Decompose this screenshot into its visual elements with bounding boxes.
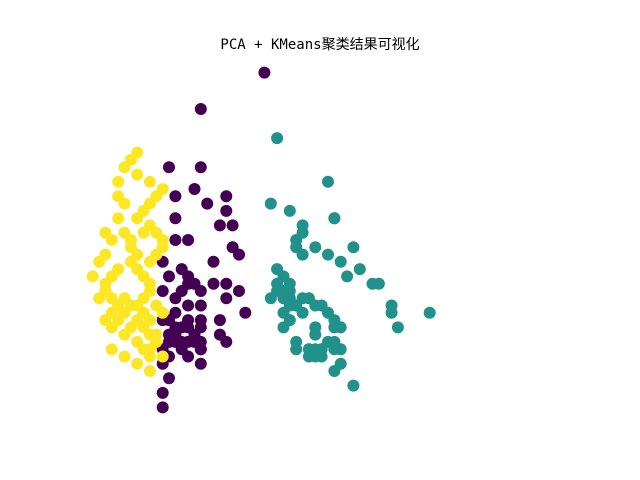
cluster-2-point-53: [99, 314, 112, 327]
cluster-1-point-54: [341, 270, 354, 283]
cluster-0-point-39: [213, 314, 226, 327]
cluster-2-point-61: [150, 299, 163, 312]
cluster-2-point-69: [150, 335, 163, 348]
cluster-1-point-29: [264, 292, 277, 305]
cluster-0-point-4: [188, 183, 201, 195]
cluster-1-point-53: [423, 306, 436, 319]
cluster-0-point-60: [194, 343, 207, 356]
cluster-2-point-67: [105, 343, 118, 356]
cluster-2-point-22: [131, 263, 144, 276]
cluster-1-point-31: [309, 299, 322, 312]
cluster-0-point-59: [163, 372, 175, 385]
cluster-2-point-29: [137, 226, 150, 239]
cluster-1-point-60: [347, 379, 360, 392]
cluster-1-point-65: [290, 343, 303, 356]
cluster-0-point-58: [182, 350, 195, 363]
cluster-0-point-3: [194, 161, 207, 174]
cluster-0-point-30: [169, 292, 182, 305]
cluster-0-point-0: [258, 66, 271, 79]
cluster-0-point-28: [194, 285, 207, 297]
cluster-0-point-22: [207, 277, 220, 290]
cluster-0-point-50: [220, 335, 233, 348]
cluster-1-point-44: [334, 343, 347, 356]
cluster-2-point-35: [143, 175, 156, 188]
cluster-0-point-34: [239, 306, 252, 319]
cluster-2-point-54: [93, 292, 106, 305]
cluster-0-point-29: [220, 292, 233, 305]
cluster-2-point-0: [112, 175, 125, 188]
cluster-1-point-52: [391, 321, 404, 334]
cluster-2-point-59: [99, 226, 112, 239]
cluster-0-point-46: [175, 321, 188, 334]
cluster-1-point-1: [322, 175, 334, 188]
cluster-0-point-65: [156, 401, 169, 414]
cluster-0-point-16: [207, 255, 220, 268]
cluster-1-point-57: [328, 365, 341, 377]
cluster-1-point-41: [309, 328, 322, 341]
cluster-1-point-55: [353, 263, 366, 276]
cluster-1-point-51: [385, 306, 398, 319]
cluster-2-point-66: [118, 350, 131, 363]
cluster-0-point-15: [233, 248, 245, 261]
cluster-0-point-6: [201, 197, 214, 210]
cluster-1-point-11: [322, 248, 334, 261]
cluster-2-point-3: [112, 212, 125, 225]
cluster-0-points: [156, 66, 271, 414]
cluster-0-point-63: [194, 357, 207, 370]
cluster-2-point-2: [118, 197, 131, 210]
cluster-1-point-3: [283, 204, 296, 217]
cluster-0-point-8: [220, 204, 233, 217]
cluster-1-point-10: [296, 248, 309, 261]
cluster-2-point-55: [86, 270, 99, 283]
cluster-0-point-7: [220, 190, 233, 203]
cluster-0-point-13: [169, 234, 182, 246]
cluster-1-point-9: [328, 212, 341, 225]
cluster-2-point-70: [143, 365, 156, 377]
cluster-0-point-12: [182, 234, 195, 246]
cluster-0-point-25: [233, 285, 245, 297]
cluster-1-point-63: [334, 321, 347, 334]
cluster-1-point-34: [277, 321, 290, 334]
cluster-0-point-10: [213, 219, 226, 232]
cluster-0-point-9: [169, 212, 182, 225]
cluster-2-point-57: [99, 248, 112, 261]
cluster-2-point-68: [156, 350, 169, 363]
cluster-1-point-12: [309, 241, 322, 254]
cluster-1-point-32: [296, 306, 309, 319]
cluster-2-points: [86, 146, 169, 377]
cluster-1-point-49: [372, 277, 385, 290]
cluster-0-point-2: [163, 161, 175, 174]
cluster-2-point-65: [131, 357, 144, 370]
cluster-0-point-32: [194, 299, 207, 312]
cluster-2-point-51: [118, 328, 131, 341]
chart-title: PCA + KMeans聚类结果可视化: [220, 37, 420, 53]
cluster-0-point-64: [156, 386, 169, 399]
cluster-0-point-5: [169, 190, 182, 203]
cluster-1-point-13: [334, 255, 347, 268]
cluster-1-point-14: [347, 241, 360, 254]
cluster-0-point-26: [156, 285, 169, 297]
cluster-0-point-24: [220, 277, 233, 290]
cluster-0-point-1: [194, 103, 207, 115]
cluster-0-point-31: [182, 299, 195, 312]
cluster-2-point-36: [131, 168, 144, 181]
cluster-1-point-2: [264, 197, 277, 210]
cluster-1-points: [264, 132, 436, 392]
cluster-1-point-64: [302, 350, 315, 363]
cluster-1-point-0: [271, 132, 284, 145]
cluster-2-point-39: [131, 146, 144, 159]
cluster-0-point-11: [226, 219, 239, 232]
cluster-0-point-20: [163, 270, 175, 283]
cluster-2-point-34: [156, 183, 169, 195]
